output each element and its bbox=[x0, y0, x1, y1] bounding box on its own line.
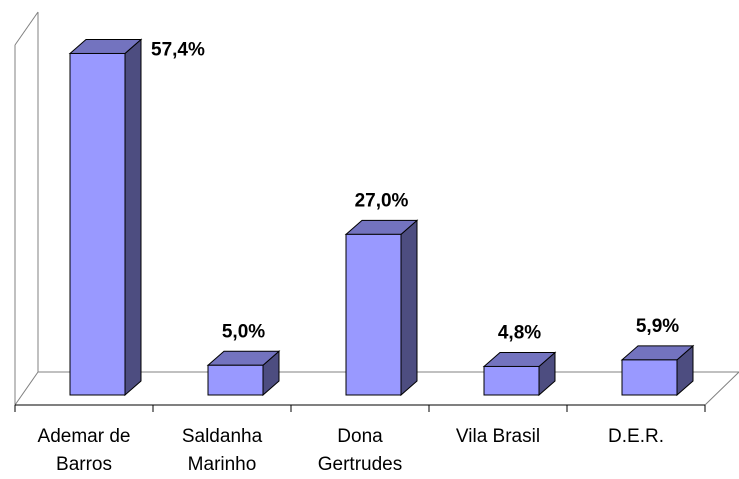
bar bbox=[621, 359, 678, 396]
bar bbox=[483, 365, 540, 396]
bar bbox=[207, 364, 264, 396]
floor-edge bbox=[704, 371, 739, 406]
x-tick-label: D.E.R. bbox=[608, 426, 664, 447]
bar-side bbox=[400, 219, 418, 397]
bar bbox=[345, 233, 402, 396]
bar bbox=[69, 52, 126, 396]
x-tick-label: Dona Gertrudes bbox=[317, 426, 403, 475]
wall-edge bbox=[14, 11, 39, 46]
data-label: 5,0% bbox=[222, 321, 265, 342]
x-tick-label: Ademar de Barros bbox=[37, 426, 131, 475]
data-label: 27,0% bbox=[355, 190, 409, 211]
x-tick-label: Saldanha Marinho bbox=[181, 426, 263, 475]
data-label: 4,8% bbox=[498, 322, 541, 343]
x-tick-label: Vila Brasil bbox=[455, 426, 541, 447]
data-label: 57,4% bbox=[151, 39, 205, 60]
floor-edge bbox=[14, 371, 39, 406]
data-label: 5,9% bbox=[636, 316, 679, 337]
bar-side bbox=[124, 38, 142, 397]
